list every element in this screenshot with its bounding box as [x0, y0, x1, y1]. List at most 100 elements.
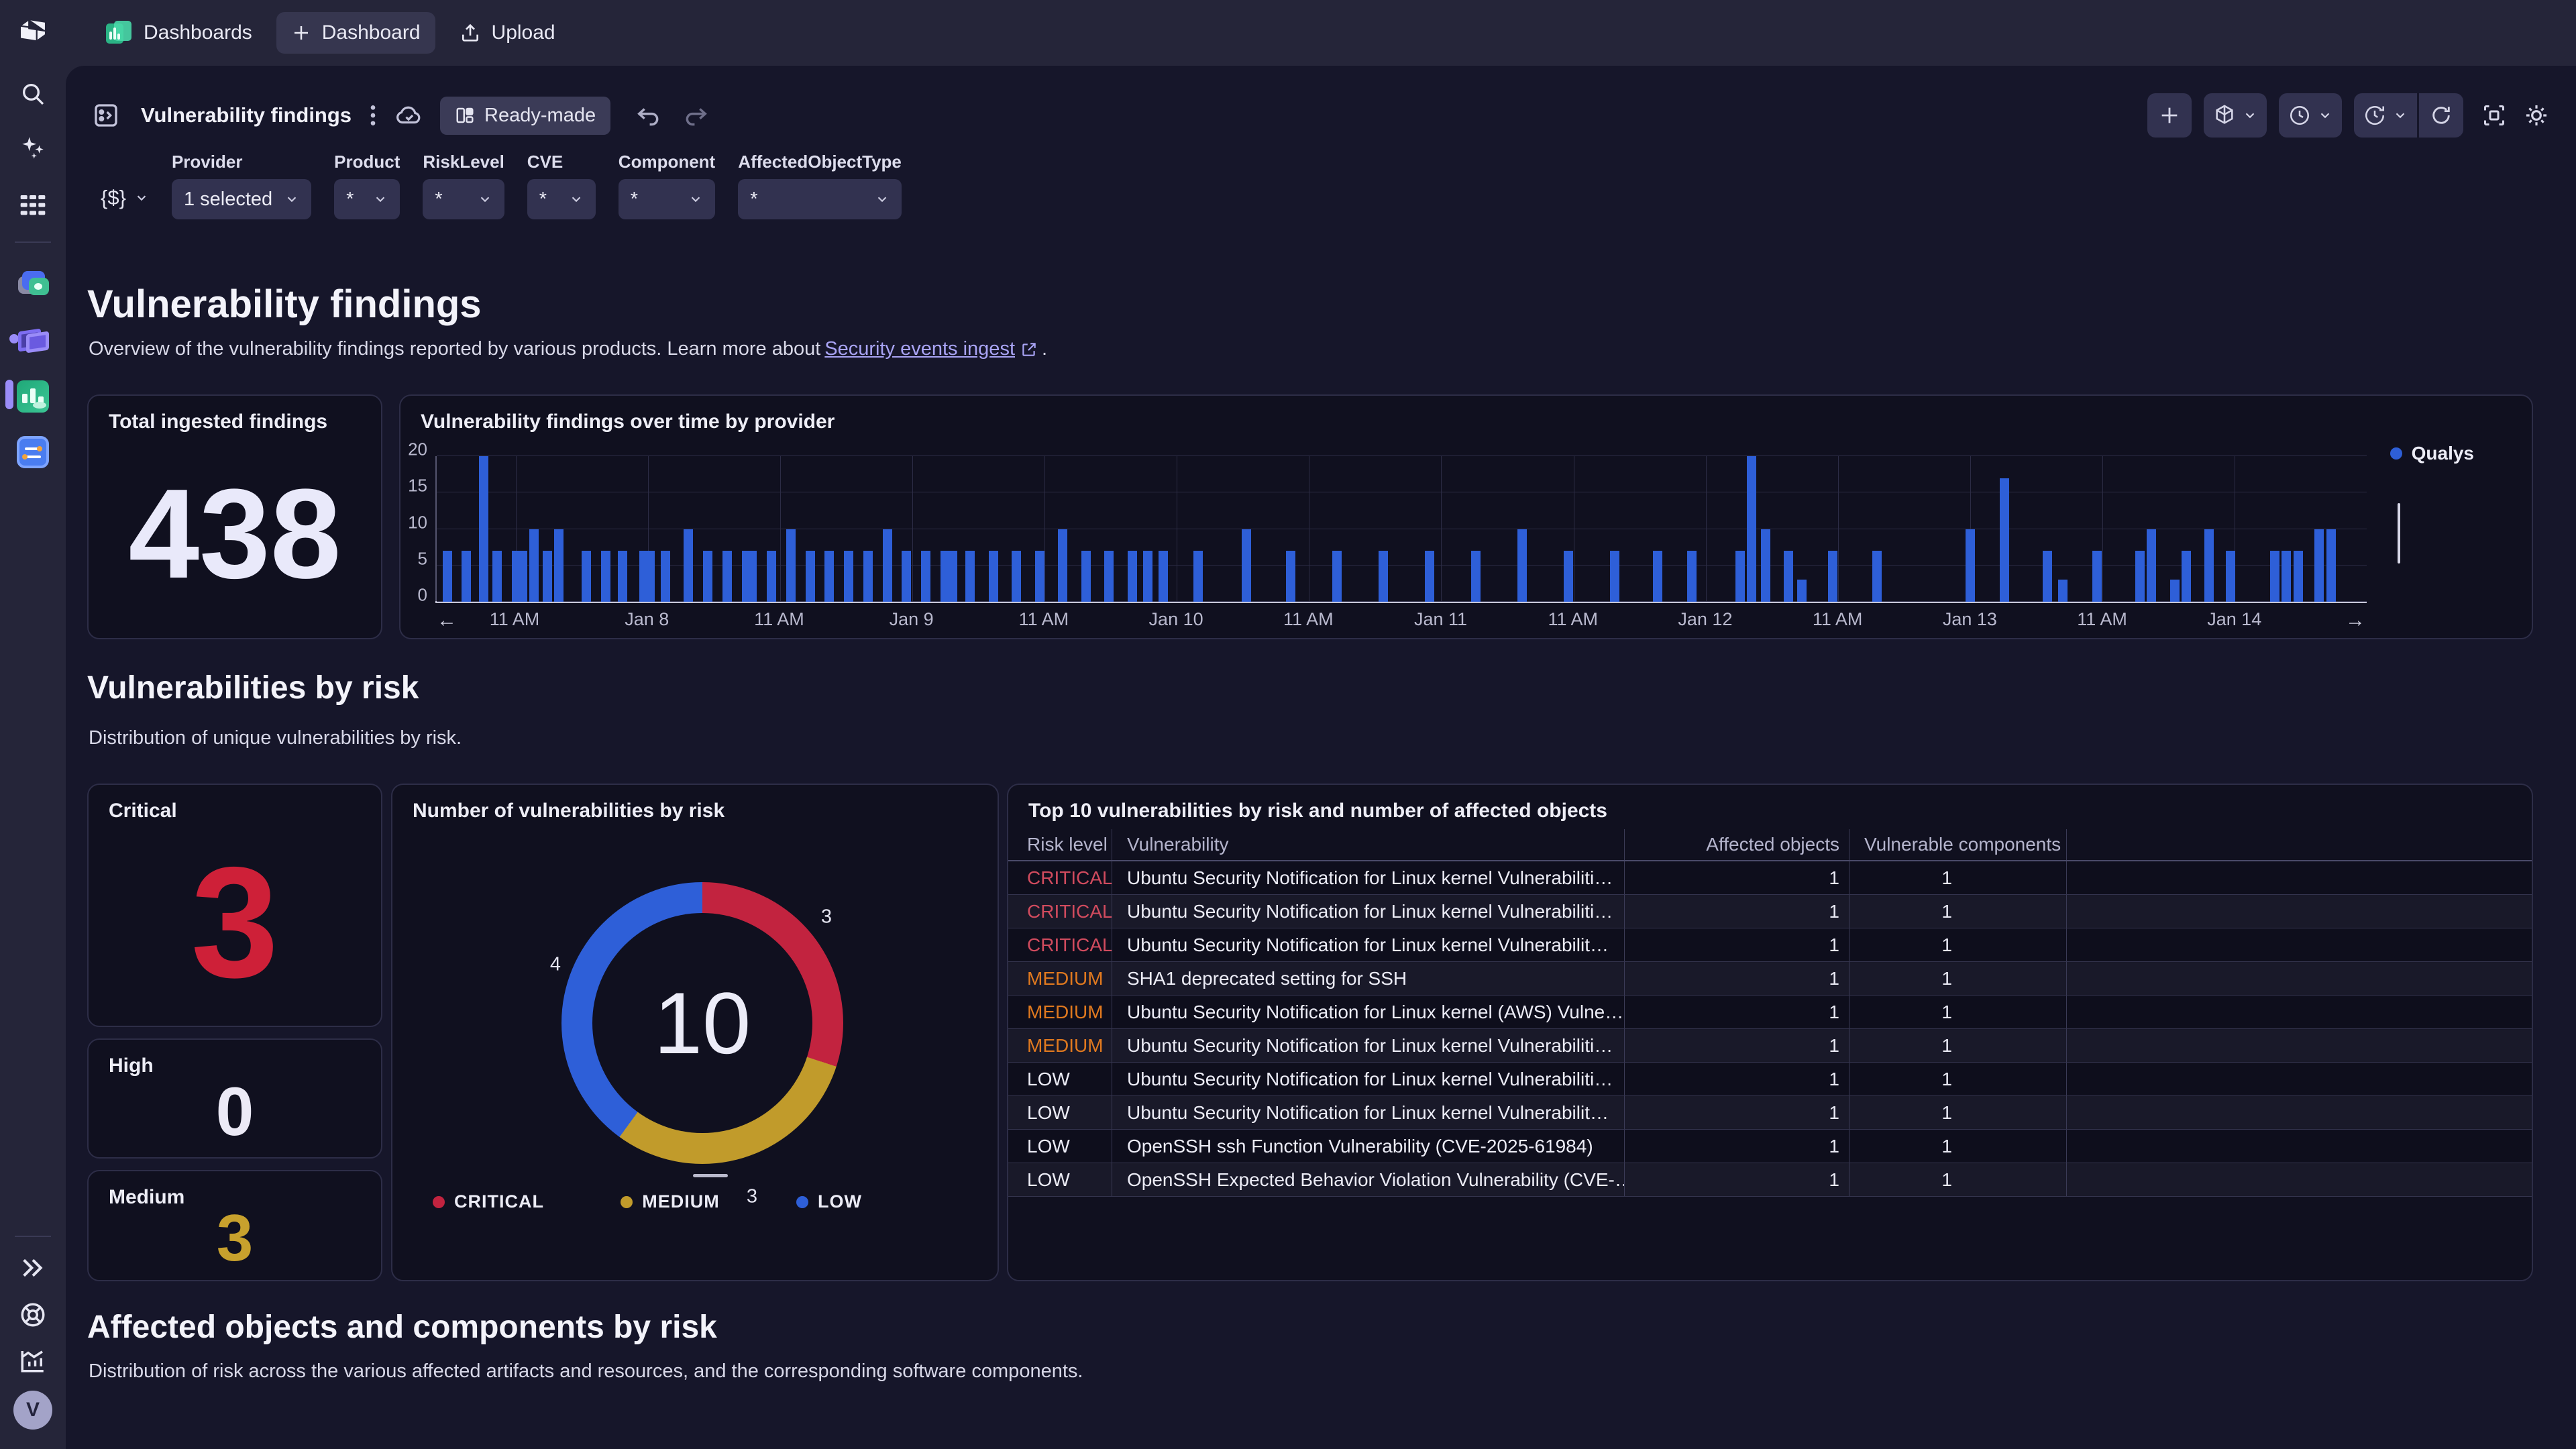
data-bar[interactable]	[2043, 551, 2052, 602]
filter-select-product[interactable]: *	[334, 179, 400, 219]
maximize-icon[interactable]	[2482, 103, 2506, 127]
data-bar[interactable]	[645, 551, 655, 602]
column-header-affected-objects[interactable]: Affected objects	[1625, 829, 1849, 860]
data-bar[interactable]	[989, 551, 998, 602]
chart-legend[interactable]: Qualys	[2390, 443, 2474, 464]
data-bar[interactable]	[1797, 580, 1807, 602]
data-bar[interactable]	[582, 551, 591, 602]
data-bar[interactable]	[806, 551, 815, 602]
critical-tile[interactable]: Critical 3	[87, 784, 382, 1027]
data-bar[interactable]	[1966, 529, 1975, 602]
data-bar[interactable]	[554, 529, 564, 602]
data-bar[interactable]	[902, 551, 911, 602]
filter-select-risklevel[interactable]: *	[423, 179, 504, 219]
tab-dashboard[interactable]: Dashboard	[276, 12, 435, 54]
filter-select-cve[interactable]: *	[527, 179, 596, 219]
search-icon[interactable]	[0, 75, 66, 113]
table-row[interactable]: MEDIUMUbuntu Security Notification for L…	[1008, 1029, 2532, 1063]
sidebar-item-frames-app[interactable]	[0, 322, 66, 360]
data-bar[interactable]	[479, 456, 488, 602]
bar-chart-plot-area[interactable]	[435, 456, 2367, 602]
data-bar[interactable]	[543, 551, 552, 602]
kebab-icon[interactable]	[369, 102, 377, 129]
data-bar[interactable]	[1332, 551, 1342, 602]
table-row[interactable]: MEDIUMUbuntu Security Notification for L…	[1008, 996, 2532, 1029]
table-row[interactable]: LOWUbuntu Security Notification for Linu…	[1008, 1096, 2532, 1130]
data-bar[interactable]	[661, 551, 670, 602]
app-logo-icon[interactable]	[0, 12, 66, 52]
ready-made-badge[interactable]: Ready-made	[440, 97, 610, 135]
table-row[interactable]: LOWUbuntu Security Notification for Linu…	[1008, 1063, 2532, 1096]
data-bar[interactable]	[703, 551, 712, 602]
donut-tile[interactable]: Number of vulnerabilities by risk 10 3 3…	[391, 784, 999, 1281]
expand-icon[interactable]	[0, 1249, 66, 1287]
undo-icon[interactable]	[636, 105, 661, 126]
data-bar[interactable]	[2170, 580, 2180, 602]
data-bar[interactable]	[1564, 551, 1573, 602]
legend-item-medium[interactable]: MEDIUM	[621, 1191, 720, 1212]
nav-dashboards[interactable]: Dashboards	[91, 10, 267, 56]
data-bar[interactable]	[618, 551, 627, 602]
scroll-left-arrow-icon[interactable]: ←	[437, 609, 457, 632]
table-row[interactable]: LOWOpenSSH ssh Function Vulnerability (C…	[1008, 1130, 2532, 1163]
data-bar[interactable]	[1242, 529, 1251, 602]
data-bar[interactable]	[1517, 529, 1527, 602]
usage-chart-icon[interactable]	[0, 1342, 66, 1379]
table-row[interactable]: CRITICALUbuntu Security Notification for…	[1008, 895, 2532, 928]
timeframe-dropdown[interactable]	[2279, 93, 2342, 138]
redo-icon[interactable]	[683, 105, 708, 126]
scroll-right-arrow-icon[interactable]: →	[2345, 609, 2365, 632]
data-bar[interactable]	[883, 529, 892, 602]
medium-tile[interactable]: Medium 3	[87, 1170, 382, 1281]
data-bar[interactable]	[1159, 551, 1168, 602]
data-bar[interactable]	[2147, 529, 2156, 602]
data-bar[interactable]	[2204, 529, 2214, 602]
data-bar[interactable]	[2270, 551, 2279, 602]
column-header-vulnerable-components[interactable]: Vulnerable components	[1849, 829, 2067, 860]
sparkles-icon[interactable]	[0, 129, 66, 166]
data-bar[interactable]	[2326, 529, 2336, 602]
data-bar[interactable]	[2226, 551, 2235, 602]
data-bar[interactable]	[2314, 529, 2324, 602]
data-bar[interactable]	[767, 551, 776, 602]
sidebar-item-workflows-app[interactable]	[0, 433, 66, 471]
data-bar[interactable]	[518, 551, 527, 602]
data-bar[interactable]	[747, 551, 757, 602]
donut-scrollbar[interactable]	[693, 1174, 728, 1177]
board-icon[interactable]	[93, 102, 119, 129]
sidebar-item-clouds-app[interactable]	[0, 266, 66, 303]
data-bar[interactable]	[1425, 551, 1434, 602]
data-bar[interactable]	[786, 529, 796, 602]
data-bar[interactable]	[1035, 551, 1044, 602]
data-bar[interactable]	[1735, 551, 1745, 602]
filter-select-affectedobjecttype[interactable]: *	[738, 179, 902, 219]
table-row[interactable]: MEDIUMSHA1 deprecated setting for SSH11	[1008, 962, 2532, 996]
data-bar[interactable]	[1828, 551, 1837, 602]
data-bar[interactable]	[1379, 551, 1388, 602]
data-bar[interactable]	[1610, 551, 1619, 602]
data-bar[interactable]	[824, 551, 834, 602]
data-bar[interactable]	[863, 551, 873, 602]
data-bar[interactable]	[1193, 551, 1203, 602]
data-bar[interactable]	[1784, 551, 1793, 602]
data-bar[interactable]	[1143, 551, 1152, 602]
timeseries-tile[interactable]: Vulnerability findings over time by prov…	[399, 394, 2533, 639]
donut-chart[interactable]: 10	[561, 882, 843, 1164]
data-bar[interactable]	[1653, 551, 1662, 602]
total-ingested-findings-tile[interactable]: Total ingested findings 438	[87, 394, 382, 639]
data-bar[interactable]	[2282, 551, 2291, 602]
data-bar[interactable]	[1128, 551, 1137, 602]
data-bar[interactable]	[1286, 551, 1295, 602]
column-header-vulnerability[interactable]: Vulnerability	[1112, 829, 1625, 860]
data-bar[interactable]	[921, 551, 930, 602]
legend-item-low[interactable]: LOW	[796, 1191, 862, 1212]
data-bar[interactable]	[948, 551, 957, 602]
data-bar[interactable]	[601, 551, 610, 602]
top10-table-tile[interactable]: Top 10 vulnerabilities by risk and numbe…	[1007, 784, 2533, 1281]
data-bar[interactable]	[462, 551, 471, 602]
data-bar[interactable]	[1104, 551, 1114, 602]
data-bar[interactable]	[1687, 551, 1697, 602]
help-lifebuoy-icon[interactable]	[0, 1296, 66, 1334]
sidebar-item-dashboards-app[interactable]	[0, 378, 66, 415]
add-tile-button[interactable]	[2147, 93, 2192, 138]
